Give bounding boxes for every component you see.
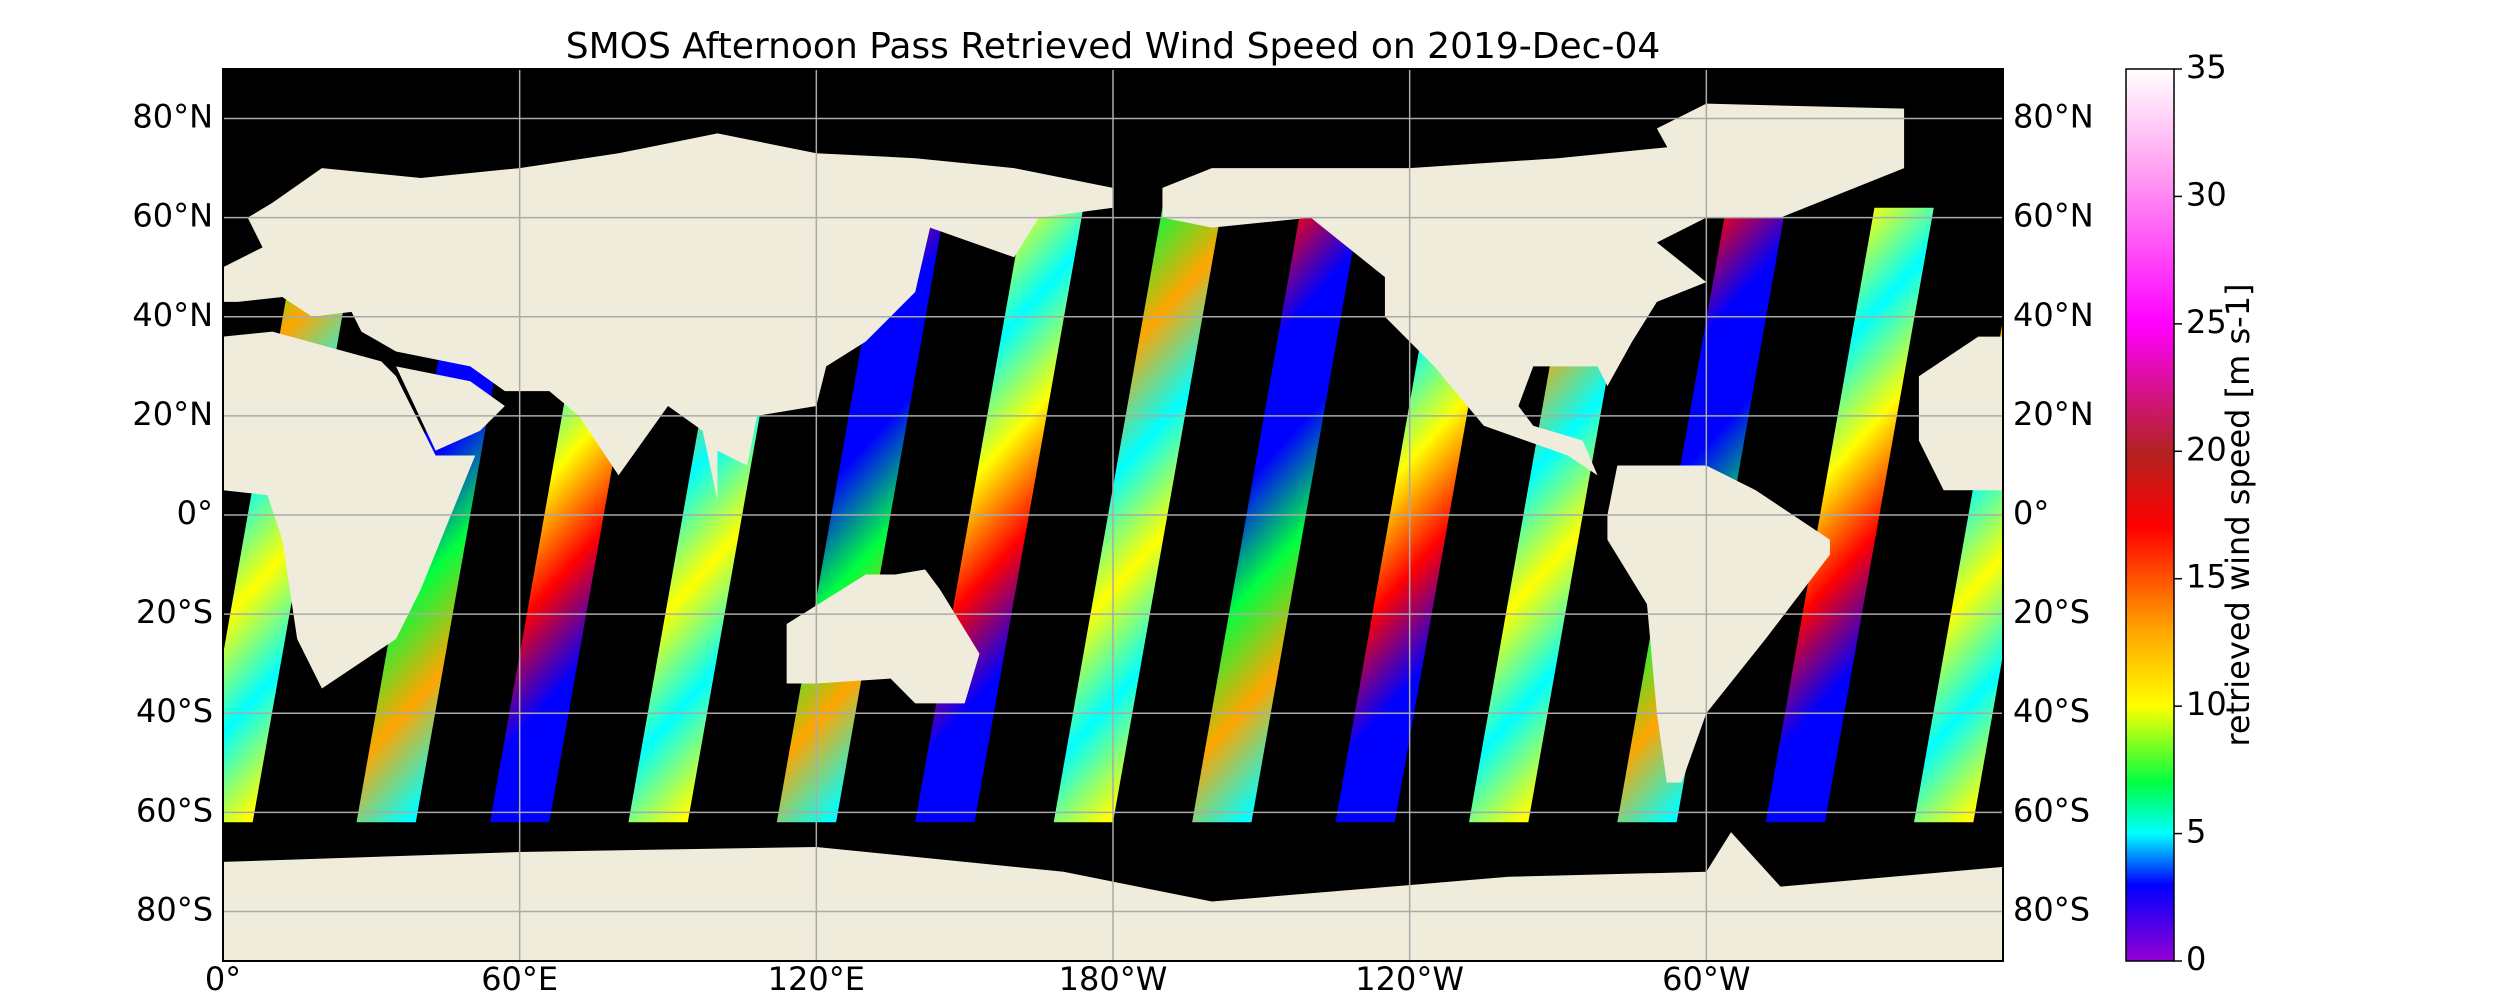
lat-label-right: 60°S [2013,791,2090,829]
colorbar-scale [2125,68,2175,962]
colorbar-tick-label: 20 [2186,430,2227,468]
colorbar-tick-label: 35 [2186,48,2227,86]
lon-label: 120°E [768,960,865,998]
colorbar-tick-label: 0 [2186,940,2206,978]
colorbar: 0 5 10 15 20 25 30 35 retrieved wind speed [m s-… [2125,48,2257,978]
greenland [1656,103,1905,218]
colorbar-label: retrieved wind speed [m s-1] [2219,283,2257,746]
lon-label: 180°W [1059,960,1168,998]
lat-label-right: 0° [2013,494,2049,532]
australia [786,569,980,704]
lat-label-right: 20°S [2013,593,2090,631]
arabia [396,366,505,451]
map-title: SMOS Afternoon Pass Retrieved Wind Speed… [566,26,1661,67]
lat-label-right: 40°S [2013,692,2090,730]
africa [223,331,476,689]
lat-label-right: 80°N [2013,98,2094,136]
colorbar-tick-label: 10 [2186,685,2227,723]
west-africa [1918,336,2003,491]
colorbar-tick-label: 25 [2186,303,2227,341]
lon-label: 120°W [1355,960,1464,998]
lat-label-left: 40°N [132,296,213,334]
lon-label: 60°E [481,960,558,998]
colorbar-tick-label: 15 [2186,558,2227,596]
north-america [1162,143,1707,476]
lat-label-left: 60°N [132,197,213,235]
lon-label: 60°W [1662,960,1750,998]
lat-label-right: 80°S [2013,890,2090,928]
lat-label-left: 20°N [132,395,213,433]
lat-label-right: 60°N [2013,197,2094,235]
lat-label-left: 80°N [132,98,213,136]
lat-label-left: 80°S [136,890,213,928]
colorbar-tick-label: 30 [2186,175,2227,213]
map-frame [222,68,2004,962]
lon-label: 0° [205,960,241,998]
lat-label-right: 40°N [2013,296,2094,334]
south-america [1607,465,1830,783]
lat-label-left: 60°S [136,791,213,829]
lat-label-left: 20°S [136,593,213,631]
lat-label-left: 0° [177,494,213,532]
lat-label-left: 40°S [136,692,213,730]
lat-label-right: 20°N [2013,395,2094,433]
colorbar-tick-label: 5 [2186,813,2206,851]
